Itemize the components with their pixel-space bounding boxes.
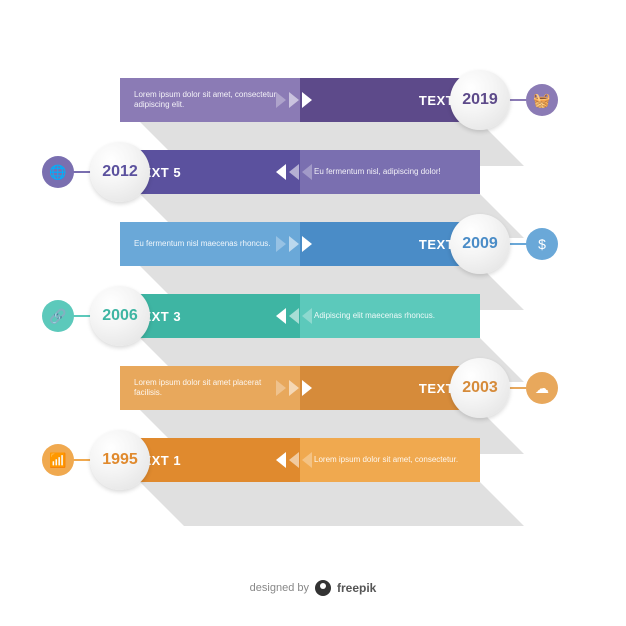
attribution-prefix: designed by	[250, 582, 309, 594]
globe-icon: 🌐	[42, 156, 74, 188]
bar-desc: Eu fermentum nisl maecenas rhoncus.	[120, 222, 300, 266]
arrow-triangle	[276, 236, 286, 252]
arrow-triangle	[276, 308, 286, 324]
row-desc-text: Lorem ipsum dolor sit amet, consectetur …	[134, 90, 286, 111]
direction-arrows	[276, 92, 312, 108]
freepik-logo-icon	[315, 580, 331, 596]
row-desc-text: Adipiscing elit maecenas rhoncus.	[314, 311, 435, 321]
bar-desc: Lorem ipsum dolor sit amet, consectetur.	[300, 438, 480, 482]
timeline-row: TEXT 5Eu fermentum nisl, adipiscing dolo…	[0, 142, 626, 202]
arrow-triangle	[276, 92, 286, 108]
timeline-row: TEXT 1Lorem ipsum dolor sit amet, consec…	[0, 430, 626, 490]
rss-icon: 📶	[42, 444, 74, 476]
bar-desc: Lorem ipsum dolor sit amet, consectetur …	[120, 78, 300, 122]
arrow-triangle	[302, 308, 312, 324]
arrow-triangle	[289, 92, 299, 108]
arrow-triangle	[302, 92, 312, 108]
timeline-row: TEXT 3Adipiscing elit maecenas rhoncus.2…	[0, 286, 626, 346]
direction-arrows	[276, 452, 312, 468]
attribution-brand: freepik	[337, 581, 376, 595]
bar-desc: Eu fermentum nisl, adipiscing dolor!	[300, 150, 480, 194]
direction-arrows	[276, 308, 312, 324]
link-icon: 🔗	[42, 300, 74, 332]
year-circle: 2019	[450, 70, 510, 130]
cloud-icon: ☁	[526, 372, 558, 404]
arrow-triangle	[302, 236, 312, 252]
arrow-triangle	[302, 380, 312, 396]
basket-icon: 🧺	[526, 84, 558, 116]
direction-arrows	[276, 380, 312, 396]
row-desc-text: Eu fermentum nisl, adipiscing dolor!	[314, 167, 441, 177]
year-circle: 1995	[90, 430, 150, 490]
arrow-triangle	[276, 164, 286, 180]
arrow-triangle	[289, 236, 299, 252]
arrow-triangle	[289, 452, 299, 468]
direction-arrows	[276, 236, 312, 252]
year-circle: 2006	[90, 286, 150, 346]
timeline-row: Lorem ipsum dolor sit amet placerat faci…	[0, 358, 626, 418]
attribution: designed by freepik	[0, 580, 626, 596]
arrow-triangle	[289, 308, 299, 324]
year-circle: 2003	[450, 358, 510, 418]
arrow-triangle	[289, 380, 299, 396]
arrow-triangle	[289, 164, 299, 180]
row-desc-text: Eu fermentum nisl maecenas rhoncus.	[134, 239, 271, 249]
arrow-triangle	[302, 164, 312, 180]
dollar-icon: $	[526, 228, 558, 260]
row-desc-text: Lorem ipsum dolor sit amet, consectetur.	[314, 455, 458, 465]
year-circle: 2009	[450, 214, 510, 274]
row-desc-text: Lorem ipsum dolor sit amet placerat faci…	[134, 378, 286, 399]
bar-desc: Adipiscing elit maecenas rhoncus.	[300, 294, 480, 338]
year-circle: 2012	[90, 142, 150, 202]
bar-shadow	[140, 482, 524, 526]
arrow-triangle	[276, 380, 286, 396]
arrow-triangle	[302, 452, 312, 468]
bar-desc: Lorem ipsum dolor sit amet placerat faci…	[120, 366, 300, 410]
direction-arrows	[276, 164, 312, 180]
infographic-canvas: Lorem ipsum dolor sit amet, consectetur …	[0, 0, 626, 626]
timeline-row: Eu fermentum nisl maecenas rhoncus.TEXT …	[0, 214, 626, 274]
arrow-triangle	[276, 452, 286, 468]
timeline-row: Lorem ipsum dolor sit amet, consectetur …	[0, 70, 626, 130]
